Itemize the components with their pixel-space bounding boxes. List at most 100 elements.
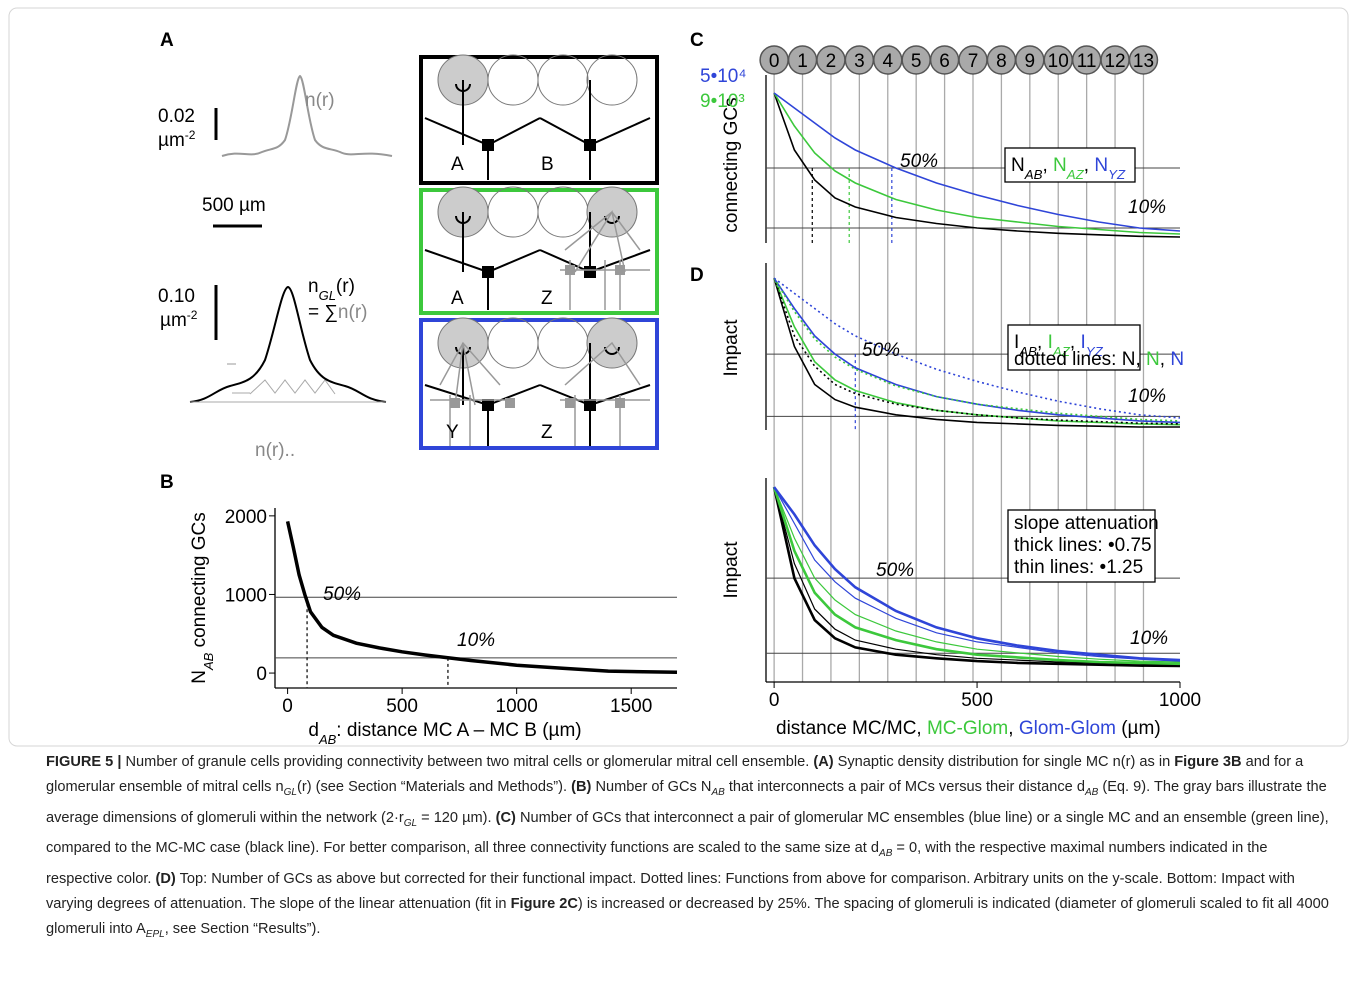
figure-frame xyxy=(8,7,1349,747)
caption-text: Number of granule cells providing connec… xyxy=(121,754,814,770)
legend-name: N xyxy=(1122,349,1136,370)
glomerulus-label: 8 xyxy=(996,51,1007,72)
caption-bold: (B) xyxy=(571,778,592,795)
legend-subscript: YZ xyxy=(1108,167,1126,182)
panel-label: B xyxy=(160,472,174,493)
caption-bold: Figure 2C xyxy=(510,895,578,912)
cell-label: Z xyxy=(541,288,553,309)
data-line xyxy=(285,521,678,675)
caption-text: Number of GCs N xyxy=(591,778,712,795)
glomerulus-label: 6 xyxy=(939,51,950,72)
glomerulus-label: 10 xyxy=(1048,51,1069,72)
curve-label: n(r) xyxy=(305,90,335,111)
annotation: 50% xyxy=(323,584,361,605)
unit: µm xyxy=(160,310,187,331)
label-part: connecting GCs xyxy=(189,512,210,652)
box xyxy=(419,318,659,450)
caption-bold: (C) xyxy=(495,809,516,826)
legend-entry: IAB, IAZ, IYZ xyxy=(1014,332,1104,359)
annotation: 10% xyxy=(1128,197,1166,218)
glomerulus-label: 2 xyxy=(826,51,837,72)
legend-name: N xyxy=(1011,155,1025,176)
caption-text: and for a glomerular ensemble of mitral … xyxy=(46,754,1304,795)
legend-entry: NAB, NAZ, NYZ xyxy=(1011,155,1126,182)
legend-separator: , xyxy=(1037,332,1048,353)
caption-subscript: GL xyxy=(283,786,297,798)
glomerulus-label: 12 xyxy=(1104,51,1125,72)
scale-label: 0.10 xyxy=(158,286,195,307)
ensemble-cells xyxy=(430,210,650,446)
glomerulus xyxy=(1128,45,1159,75)
caption-text: Top: Number of GCs as above but correcte… xyxy=(46,870,1295,912)
legend-name: I xyxy=(1080,332,1085,353)
legend-note: dotted lines: xyxy=(1014,349,1122,370)
label-part: distance MC/MC, xyxy=(776,718,927,739)
schematics xyxy=(419,54,659,450)
box xyxy=(419,55,659,185)
glomerulus-label: 11 xyxy=(1077,51,1097,72)
legend-name: N xyxy=(1146,349,1160,370)
legend-separator: , xyxy=(1084,155,1095,176)
caption-bold: (D) xyxy=(155,870,176,887)
label-part: connecting GCs xyxy=(721,97,742,232)
cell-label: Z xyxy=(541,422,553,443)
label-part: Impact xyxy=(721,541,742,599)
data-line xyxy=(773,92,1181,238)
caption-subscript: AB xyxy=(711,786,725,798)
label-part: , xyxy=(1008,718,1019,739)
glomerulus-label: 4 xyxy=(882,51,893,72)
curve-label: n(r).. xyxy=(255,440,295,461)
data-line xyxy=(773,277,1181,425)
legend-subscript: AZ xyxy=(1052,344,1071,359)
symbol: = ∑ xyxy=(308,302,338,323)
x-tick-label: 1000 xyxy=(1159,690,1201,711)
legend-separator: , xyxy=(1042,155,1053,176)
data-line xyxy=(773,486,1181,662)
x-tick-label: 0 xyxy=(282,696,293,717)
legend-name: I xyxy=(1048,332,1053,353)
label-part: : distance MC A – MC B (µm) xyxy=(336,720,581,741)
x-tick-label: 1000 xyxy=(496,696,538,717)
data-line xyxy=(772,486,1181,666)
caption-subscript: EPL xyxy=(145,928,165,940)
caption-text: = 0, with the respective maximal numbers… xyxy=(46,840,1268,887)
x-tick-label: 500 xyxy=(961,690,993,711)
legend-name: N xyxy=(1094,155,1108,176)
symbol: n xyxy=(308,276,319,297)
annotation: 10% xyxy=(1130,628,1168,649)
annotation: 50% xyxy=(900,151,938,172)
label-part: Glom-Glom xyxy=(1019,718,1116,739)
label-part: N xyxy=(189,670,210,684)
legend-line: thin lines: •1.25 xyxy=(1014,557,1143,578)
cell-label: A xyxy=(451,288,464,309)
caption-text: (r) (see Section “Materials and Methods”… xyxy=(297,778,572,795)
cell-label: A xyxy=(451,154,464,175)
axis-label: NAB connecting GCs xyxy=(189,512,216,684)
legend-line: slope attenuation xyxy=(1014,513,1159,534)
sum-label: = ∑n(r) xyxy=(308,302,367,323)
x-tick-label: 500 xyxy=(386,696,418,717)
caption-text: (Eq. 9). The gray bars illustrate the av… xyxy=(46,778,1327,826)
label-part: Impact xyxy=(721,319,742,377)
legend-box xyxy=(1007,324,1141,371)
axis-label: dAB: distance MC A – MC B (µm) xyxy=(308,720,581,747)
data-line xyxy=(773,277,1181,424)
caption-text: Synaptic density distribution for single… xyxy=(833,754,1175,770)
density-curve xyxy=(221,74,393,157)
max-label: 9•10³ xyxy=(700,91,745,112)
label-part: d xyxy=(308,720,319,741)
caption-subscript: GL xyxy=(403,817,418,829)
cell-label: Y xyxy=(446,422,459,443)
scale-unit: µm-2 xyxy=(158,128,196,151)
mitral-cells xyxy=(424,80,651,446)
x-tick-label: 1500 xyxy=(610,696,652,717)
legend-name: I xyxy=(1014,332,1019,353)
data-line xyxy=(773,92,1181,235)
glomerulus-label: 1 xyxy=(797,51,808,72)
glomerulus-label: 9 xyxy=(1025,51,1036,72)
caption-text: , see Section “Results”). xyxy=(164,920,321,937)
caption-subscript: AB xyxy=(1084,786,1099,798)
cell-labels: A B A Z Y Z xyxy=(446,154,554,443)
legend-separator: , xyxy=(1160,349,1171,370)
subscript: GL xyxy=(319,288,336,303)
